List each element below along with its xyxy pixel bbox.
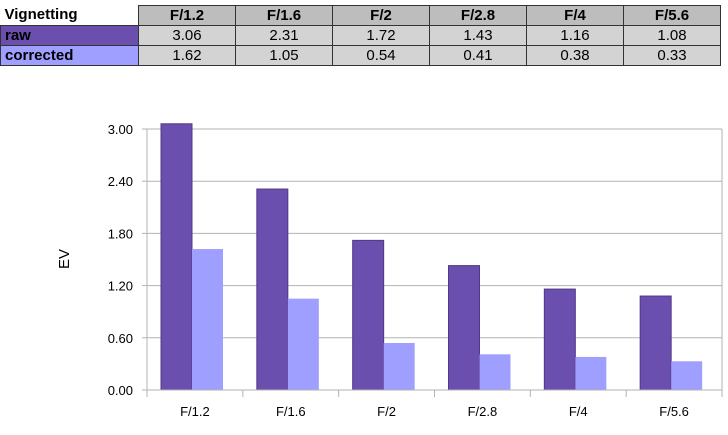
bar-corrected-f5.6 [671,361,703,390]
column-header: F/5.6 [623,5,721,26]
bar-corrected-f2 [383,343,415,390]
table-row: corrected 1.62 1.05 0.54 0.41 0.38 0.33 [0,45,721,66]
table-cell: 2.31 [235,25,333,46]
table-cell: 0.54 [332,45,430,66]
bar-corrected-f1.2 [192,249,223,390]
column-header: F/1.2 [138,5,236,26]
column-header: F/2 [332,5,430,26]
y-tick-label: 2.40 [108,174,133,189]
table-cell: 0.38 [526,45,624,66]
bar-corrected-f1.6 [287,298,319,390]
table-cell: 1.05 [235,45,333,66]
x-tick-label: F/2 [377,404,396,419]
x-tick-label: F/1.6 [276,404,306,419]
column-header: F/4 [526,5,624,26]
bar-corrected-f4 [575,356,607,390]
row-label-raw: raw [0,25,139,46]
bar-raw-f1.2 [160,123,193,391]
column-header: F/2.8 [429,5,527,26]
bar-corrected-f2.8 [479,354,511,390]
x-tick-label: F/2.8 [468,404,498,419]
y-tick-label: 1.20 [108,279,133,294]
y-tick-label: 1.80 [108,226,133,241]
table-corner-label: Vignetting [0,5,139,26]
x-tick-label: F/5.6 [659,404,689,419]
x-tick-label: F/4 [569,404,588,419]
y-axis-label: EV [56,249,73,269]
y-tick-label: 0.00 [108,383,133,398]
table-cell: 1.16 [526,25,624,46]
table-cell: 1.08 [623,25,721,46]
vignetting-table: Vignetting F/1.2 F/1.6 F/2 F/2.8 F/4 F/5… [0,5,721,66]
bar-raw-f1.6 [256,188,289,391]
table-row: raw 3.06 2.31 1.72 1.43 1.16 1.08 [0,25,721,46]
row-label-corrected: corrected [0,45,139,66]
table-cell: 0.41 [429,45,527,66]
table-header-row: Vignetting F/1.2 F/1.6 F/2 F/2.8 F/4 F/5… [0,5,721,26]
bar-raw-f2.8 [448,265,480,391]
table-cell: 0.33 [623,45,721,66]
y-tick-label: 0.60 [108,331,133,346]
x-tick-label: F/1.2 [180,404,210,419]
table-cell: 1.43 [429,25,527,46]
bar-raw-f2 [352,239,385,391]
bar-raw-f5.6 [639,295,672,391]
bar-raw-f4 [543,288,576,391]
table-cell: 1.72 [332,25,430,46]
y-tick-label: 3.00 [108,122,133,137]
